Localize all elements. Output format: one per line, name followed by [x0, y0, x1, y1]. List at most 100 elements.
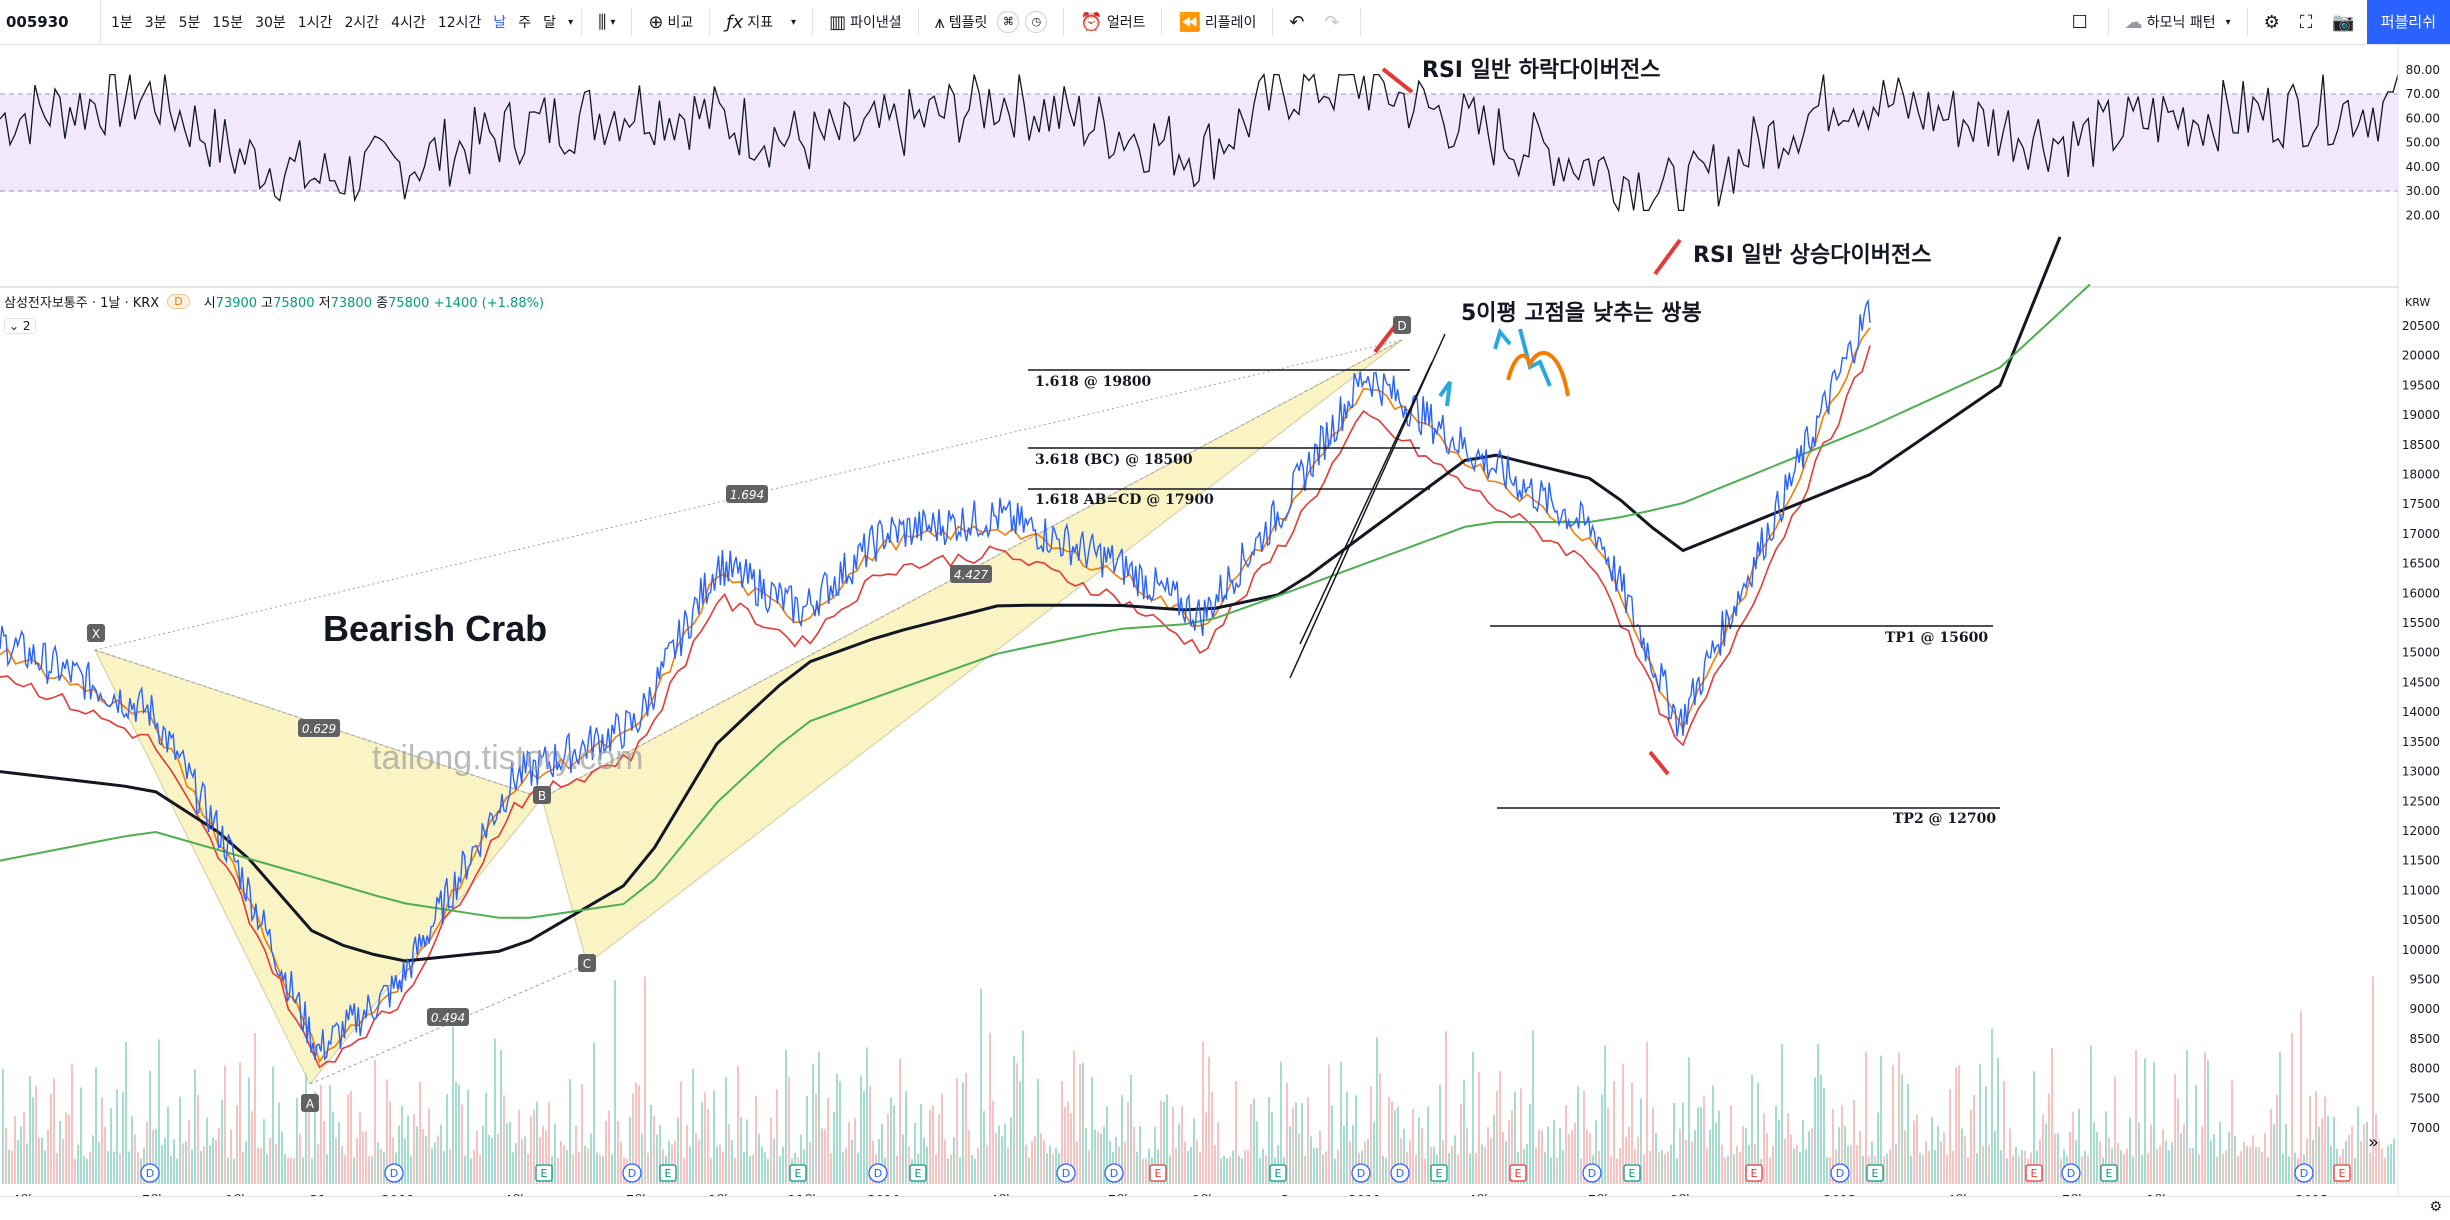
interval-9[interactable]: 날 [493, 15, 507, 31]
currency-label[interactable]: KRW [2405, 296, 2430, 309]
alert-button[interactable]: ⏰ 얼러트 [1072, 12, 1153, 33]
volume-bar [1259, 1158, 1261, 1184]
interval-0[interactable]: 1분 [111, 15, 133, 31]
dividend-event-icon[interactable]: D [1582, 1163, 1602, 1183]
volume-bar [1847, 1145, 1849, 1184]
svg-text:D: D [390, 1167, 398, 1180]
settings-gear-icon[interactable]: ⚙ [2429, 1199, 2442, 1215]
volume-bar [530, 1116, 532, 1184]
price-tick-label: 19000 [2402, 408, 2440, 422]
volume-bar [947, 1158, 949, 1184]
volume-bar [464, 1155, 466, 1184]
volume-bar [1067, 1101, 1069, 1184]
point-b[interactable]: B [533, 786, 551, 804]
fullscreen-button[interactable]: ⛶ [2292, 12, 2325, 33]
volume-bar [590, 1133, 592, 1184]
earnings-event-icon[interactable]: E [1866, 1164, 1884, 1182]
volume-bar [1706, 1148, 1708, 1184]
symbol-legend-name[interactable]: 삼성전자보통주 · 1날 · KRX [4, 296, 160, 311]
harmonic-pattern-button[interactable]: ☁ 하모닉 패턴 ▾ [2117, 12, 2239, 33]
dividend-event-icon[interactable]: D [868, 1163, 888, 1183]
dividend-event-icon[interactable]: D [1830, 1163, 1850, 1183]
collapse-indicators-button[interactable]: ⌄ 2 [4, 318, 36, 334]
point-x[interactable]: X [87, 624, 105, 642]
volume-bar [266, 1154, 268, 1184]
legend-badge[interactable]: D [167, 294, 190, 309]
dividend-event-icon[interactable]: D [1351, 1163, 1371, 1183]
chart-canvas[interactable]: 20.00 30.00 40.00 50.00 60.00 70.00 80.00 7000… [0, 44, 2450, 1196]
interval-4[interactable]: 30분 [255, 15, 286, 31]
earnings-event-icon[interactable]: E [1623, 1164, 1641, 1182]
earnings-event-icon[interactable]: E [1745, 1164, 1763, 1182]
scroll-right-icon[interactable]: » [2368, 1132, 2379, 1153]
earnings-event-icon[interactable]: E [2100, 1164, 2118, 1182]
settings-button[interactable]: ⚙ [2256, 12, 2292, 33]
interval-1[interactable]: 3분 [144, 15, 167, 31]
point-a[interactable]: A [301, 1094, 319, 1112]
volume-bar [1307, 1097, 1309, 1184]
fib-label-19800: 1.618 @ 19800 [1035, 374, 1152, 390]
indicators-button[interactable]: ƒx 지표 ▾ [718, 12, 804, 33]
earnings-event-icon[interactable]: E [1149, 1164, 1167, 1182]
svg-text:D: D [1588, 1167, 1596, 1180]
volume-bar [2228, 1131, 2230, 1184]
volume-bar [173, 1139, 175, 1184]
earnings-event-icon[interactable]: E [1509, 1164, 1527, 1182]
volume-bar [983, 1111, 985, 1184]
point-d[interactable]: D [1393, 316, 1411, 334]
interval-10[interactable]: 주 [518, 15, 532, 31]
volume-bar [392, 1137, 394, 1184]
chart-type-button[interactable]: ⫼ ▾ [590, 12, 623, 33]
interval-6[interactable]: 2시간 [344, 15, 380, 31]
volume-bar [680, 1081, 682, 1184]
dividend-event-icon[interactable]: D [140, 1163, 160, 1183]
earnings-event-icon[interactable]: E [789, 1164, 807, 1182]
volume-bar [950, 1154, 952, 1184]
earnings-event-icon[interactable]: E [909, 1164, 927, 1182]
dividend-event-icon[interactable]: D [622, 1163, 642, 1183]
dividend-event-icon[interactable]: D [1056, 1163, 1076, 1183]
volume-bar [1190, 1146, 1192, 1184]
earnings-event-icon[interactable]: E [2025, 1164, 2043, 1182]
rsi-tick-label: 60.00 [2406, 111, 2440, 125]
earnings-event-icon[interactable]: E [2333, 1164, 2351, 1182]
earnings-event-icon[interactable]: E [1269, 1164, 1287, 1182]
volume-bar [1622, 1063, 1624, 1184]
replay-button[interactable]: ⏪ 리플레이 [1170, 12, 1264, 33]
symbol-search[interactable]: 005930 [0, 0, 101, 44]
dividend-event-icon[interactable]: D [1104, 1163, 1124, 1183]
dividend-event-icon[interactable]: D [384, 1163, 404, 1183]
volume-bar [1628, 1126, 1630, 1184]
interval-3[interactable]: 15분 [212, 15, 244, 31]
interval-5[interactable]: 1시간 [297, 15, 333, 31]
interval-8[interactable]: 12시간 [437, 15, 482, 31]
pine-button[interactable]: ▥ 파이낸셜 [821, 12, 910, 33]
undo-button[interactable]: ↶ [1281, 12, 1316, 33]
chevron-down-icon[interactable]: ▾ [568, 16, 574, 28]
interval-11[interactable]: 달 [543, 15, 557, 31]
earnings-event-icon[interactable]: E [659, 1164, 677, 1182]
redo-button[interactable]: ↷ [1317, 12, 1352, 33]
dividend-event-icon[interactable]: D [2294, 1163, 2314, 1183]
interval-2[interactable]: 5분 [178, 15, 201, 31]
volume-bar [1016, 1063, 1018, 1184]
earnings-event-icon[interactable]: E [1430, 1164, 1448, 1182]
hotkey-icon[interactable]: ⌘ [997, 11, 1020, 33]
compare-button[interactable]: ⊕ 비교 [640, 12, 701, 33]
snapshot-button[interactable]: 📷 [2324, 12, 2366, 33]
volume-bar [104, 1127, 106, 1184]
layout-button[interactable]: ☐ [2064, 12, 2100, 33]
clock-icon[interactable]: ◷ [1025, 11, 1048, 33]
publish-button[interactable]: 퍼블리쉬 [2366, 0, 2450, 44]
dividend-event-icon[interactable]: D [1390, 1163, 1410, 1183]
volume-bar [1493, 1114, 1495, 1184]
earnings-event-icon[interactable]: E [535, 1164, 553, 1182]
volume-bar [1145, 1158, 1147, 1184]
volume-bar [659, 1124, 661, 1184]
dividend-event-icon[interactable]: D [2061, 1163, 2081, 1183]
interval-7[interactable]: 4시간 [391, 15, 426, 31]
point-c[interactable]: C [578, 954, 596, 972]
volume-bar [2225, 1150, 2227, 1184]
volume-bar [26, 1143, 28, 1184]
templates-button[interactable]: ⩚ 템플릿 ⌘ ◷ [927, 11, 1056, 33]
